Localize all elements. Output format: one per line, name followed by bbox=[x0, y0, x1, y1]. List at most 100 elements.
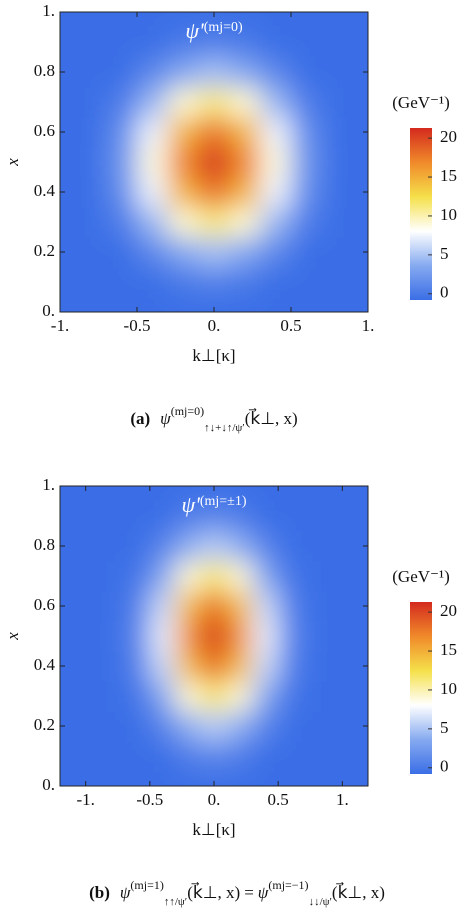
title-sup: (mj=±1) bbox=[200, 494, 247, 509]
heat-cell bbox=[291, 147, 323, 178]
heat-cell bbox=[60, 651, 99, 682]
heat-cell bbox=[278, 621, 305, 652]
heat-cell bbox=[137, 27, 169, 58]
y-tick-label: 0.4 bbox=[34, 655, 56, 674]
heat-cell bbox=[106, 87, 138, 118]
heat-cell bbox=[60, 267, 76, 298]
heat-cell bbox=[60, 297, 76, 312]
heat-cell bbox=[198, 87, 230, 118]
heat-cell bbox=[352, 147, 368, 178]
x-tick-label: -1. bbox=[51, 316, 69, 335]
heat-cell bbox=[226, 681, 253, 712]
heat-cell bbox=[60, 621, 99, 652]
heat-cell bbox=[303, 651, 330, 682]
heat-cell bbox=[198, 57, 230, 88]
heat-cell bbox=[229, 267, 261, 298]
heat-cell bbox=[260, 207, 292, 238]
heat-cell bbox=[329, 501, 368, 532]
heat-cell bbox=[167, 267, 200, 298]
heat-cell bbox=[226, 561, 253, 592]
heat-cell bbox=[167, 147, 200, 178]
heat-cell bbox=[167, 177, 200, 208]
caption-joiner: = bbox=[244, 883, 254, 902]
heat-cell bbox=[352, 237, 368, 268]
heat-cell bbox=[201, 651, 228, 682]
heat-cell bbox=[198, 177, 230, 208]
heat-cell bbox=[106, 207, 138, 238]
heat-cell bbox=[167, 237, 200, 268]
heat-cell bbox=[175, 681, 202, 712]
heat-cell bbox=[98, 711, 125, 742]
heat-cell bbox=[60, 561, 99, 592]
heat-cell bbox=[352, 27, 368, 58]
title-symbol: ψ' bbox=[185, 18, 204, 43]
heat-cell bbox=[291, 12, 323, 28]
heat-cell bbox=[352, 267, 368, 298]
heat-cell bbox=[329, 681, 368, 712]
heat-cell bbox=[278, 561, 305, 592]
heat-cell bbox=[175, 771, 202, 786]
heat-cell bbox=[260, 117, 292, 148]
heat-cell bbox=[98, 531, 125, 562]
heat-cell bbox=[291, 237, 323, 268]
heat-cell bbox=[303, 561, 330, 592]
heat-cell bbox=[201, 741, 228, 772]
heat-cell bbox=[137, 87, 169, 118]
heat-cell bbox=[260, 147, 292, 178]
heat-cell bbox=[252, 771, 279, 786]
heat-cell bbox=[60, 87, 76, 118]
heat-cell bbox=[124, 621, 151, 652]
heat-cell bbox=[252, 561, 279, 592]
heat-cell bbox=[60, 591, 99, 622]
x-tick-label: -1. bbox=[76, 790, 94, 809]
heat-cell bbox=[124, 531, 151, 562]
caption-sub: ↑↓+↓↑/ψ′ bbox=[204, 422, 245, 434]
caption-symbol: ψ bbox=[258, 883, 269, 902]
heat-cell bbox=[98, 561, 125, 592]
heat-cell bbox=[60, 501, 99, 532]
heat-cell bbox=[75, 267, 107, 298]
y-tick-label: 0.2 bbox=[34, 715, 55, 734]
heat-cell bbox=[291, 297, 323, 312]
heat-cell bbox=[321, 267, 354, 298]
heat-cell bbox=[291, 57, 323, 88]
caption: (b) ψ(mj=1)↑↑/ψ′(k⃗⊥, x) = ψ(mj=−1)↓↓/ψ′(k⃗… bbox=[89, 878, 385, 908]
y-tick-label: 0.4 bbox=[34, 181, 56, 200]
heat-cell bbox=[175, 711, 202, 742]
heat-cell bbox=[198, 267, 230, 298]
heat-cell bbox=[149, 711, 176, 742]
heat-cell bbox=[149, 561, 176, 592]
heat-cell bbox=[149, 741, 176, 772]
heat-cell bbox=[260, 27, 292, 58]
heat-cell bbox=[60, 12, 76, 28]
heat-cell bbox=[75, 207, 107, 238]
heat-cell bbox=[321, 87, 354, 118]
heat-cell bbox=[60, 486, 99, 502]
x-tick-label: 0. bbox=[208, 790, 221, 809]
caption-symbol: ψ bbox=[120, 883, 131, 902]
heat-cell bbox=[303, 771, 330, 786]
heat-cell bbox=[352, 177, 368, 208]
heat-cell bbox=[260, 57, 292, 88]
caption-sub: ↓↓/ψ′ bbox=[309, 896, 332, 908]
colorbar-label: (GeV⁻¹) bbox=[392, 93, 450, 112]
heat-cell bbox=[167, 27, 200, 58]
heat-cell bbox=[352, 57, 368, 88]
caption: (a) ψ(mj=0)↑↓+↓↑/ψ′(k⃗⊥, x) bbox=[130, 404, 297, 434]
y-tick-label: 0. bbox=[42, 775, 55, 794]
x-tick-label: -0.5 bbox=[136, 790, 163, 809]
heat-cell bbox=[106, 27, 138, 58]
heat-cell bbox=[278, 531, 305, 562]
heat-cell bbox=[352, 117, 368, 148]
caption-args: (k⃗⊥, x) bbox=[187, 882, 240, 902]
heat-cell bbox=[60, 207, 76, 238]
heat-cell bbox=[201, 501, 228, 532]
heat-cell bbox=[329, 531, 368, 562]
heat-cell bbox=[137, 147, 169, 178]
colorbar-tick-label: 5 bbox=[440, 718, 449, 737]
heat-cell bbox=[60, 711, 99, 742]
heat-cell bbox=[198, 27, 230, 58]
heat-cell bbox=[321, 297, 354, 312]
heat-cell bbox=[303, 591, 330, 622]
heat-cell bbox=[303, 501, 330, 532]
